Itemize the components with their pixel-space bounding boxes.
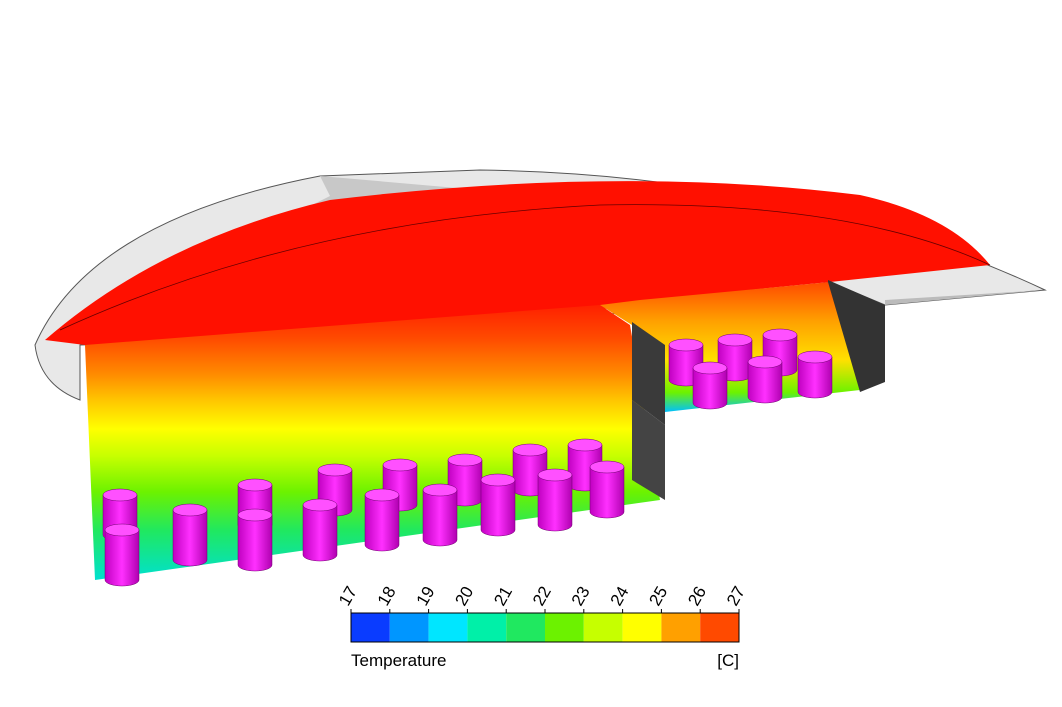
wall-panel [828, 280, 885, 392]
cylinder-top [692, 361, 728, 375]
cylinder-top [747, 355, 783, 369]
tick-label: 22 [529, 583, 555, 609]
color-band [545, 613, 584, 642]
color-band [700, 613, 739, 642]
cylinder [692, 367, 728, 410]
color-band [506, 613, 545, 642]
cylinder [422, 489, 458, 547]
cylinder-top [797, 350, 833, 364]
cylinder-top [512, 443, 548, 457]
cylinder [172, 509, 208, 567]
red-surface [45, 181, 991, 345]
tick-label: 19 [413, 583, 439, 609]
color-band [467, 613, 507, 642]
cylinder [589, 466, 625, 519]
cylinder-top [589, 460, 625, 474]
cylinder [480, 479, 516, 537]
tick-label: 21 [490, 583, 516, 609]
tick-label: 23 [568, 583, 594, 609]
cylinder-top [668, 338, 704, 352]
tick-label: 20 [451, 583, 477, 609]
tick-label: 25 [645, 583, 671, 609]
cylinder-top [237, 508, 273, 522]
color-band [661, 613, 701, 642]
legend-title: Temperature [351, 651, 446, 670]
color-band [622, 613, 662, 642]
cylinder-top [172, 503, 208, 517]
tick-label: 24 [607, 583, 633, 609]
tick-label: 18 [374, 583, 400, 609]
wall-panel [632, 322, 665, 425]
cylinder-top [104, 523, 140, 537]
color-band [428, 613, 468, 642]
color-band [583, 613, 623, 642]
cylinder-top [447, 453, 483, 467]
cylinder [747, 361, 783, 404]
cylinder-top [717, 333, 753, 347]
cylinder-top [102, 488, 138, 502]
cylinder-top [537, 468, 573, 482]
cylinder-top [480, 473, 516, 487]
tick-label: 27 [723, 583, 749, 609]
wall-panel [632, 400, 665, 500]
cylinder-top [302, 498, 338, 512]
cylinder [364, 494, 400, 552]
cylinder-top [567, 438, 603, 452]
legend: Temperature [C] 17 18 19 20 21 22 23 24 25 26 27 [335, 583, 749, 670]
color-band [351, 613, 390, 642]
cylinder [237, 514, 273, 572]
cylinder-top [317, 463, 353, 477]
cylinder [537, 474, 573, 532]
cylinder [302, 504, 338, 562]
tick-label: 26 [684, 583, 710, 609]
cylinder-top [422, 483, 458, 497]
legend-unit: [C] [717, 651, 739, 670]
cylinder-top [382, 458, 418, 472]
cylinder [797, 356, 833, 399]
tick-label: 17 [335, 583, 361, 609]
cylinder-top [762, 328, 798, 342]
cylinders [102, 328, 833, 587]
color-band [389, 613, 429, 642]
cylinder-top [364, 488, 400, 502]
cylinder-top [237, 478, 273, 492]
cylinder [104, 529, 140, 587]
left-room-wall [85, 305, 660, 580]
